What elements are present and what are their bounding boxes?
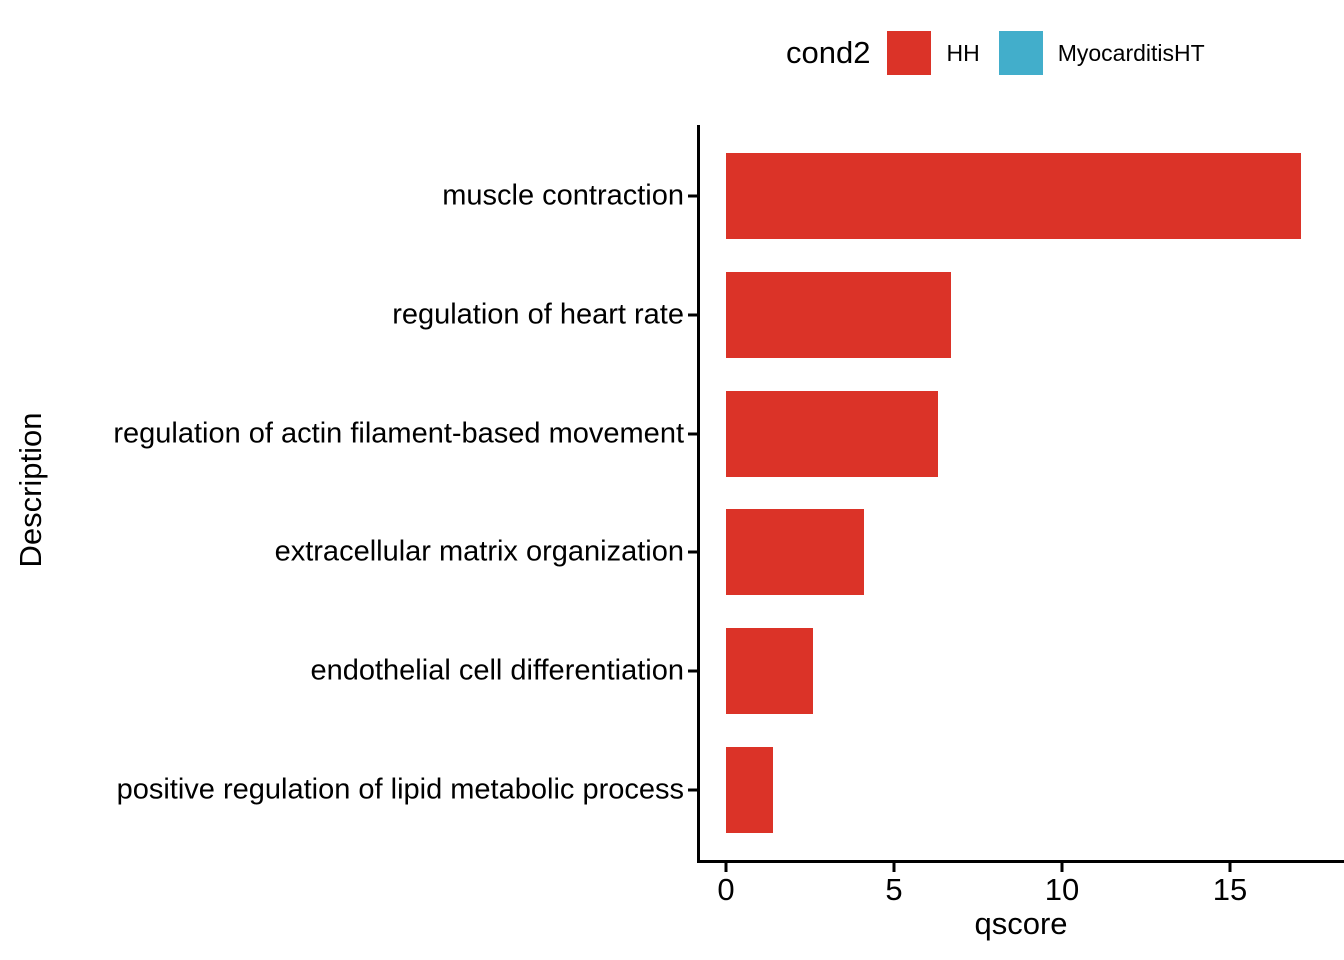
legend: cond2 HH MyocarditisHT — [786, 30, 1224, 76]
y-axis-label-1: muscle contraction — [442, 179, 684, 212]
y-axis-tick-6 — [688, 788, 698, 792]
legend-entry-myocarditisht: MyocarditisHT — [998, 31, 1205, 75]
x-axis-tick-label-10: 10 — [1044, 872, 1080, 907]
bar-2 — [726, 271, 951, 358]
y-axis-label-2: regulation of heart rate — [392, 298, 684, 331]
y-axis-tick-4 — [688, 550, 698, 554]
legend-title: cond2 — [786, 35, 871, 70]
bar-5 — [726, 628, 813, 715]
x-axis-tick-0 — [724, 861, 728, 872]
x-axis-tick-10 — [1060, 861, 1064, 872]
x-axis-title: qscore — [974, 906, 1068, 941]
y-axis-label-3: regulation of actin filament-based movem… — [113, 417, 684, 450]
y-axis-tick-3 — [688, 432, 698, 436]
y-axis-label-5: endothelial cell differentiation — [310, 654, 684, 687]
legend-entry-hh: HH — [887, 31, 980, 75]
legend-label-hh: HH — [946, 39, 980, 66]
legend-swatch-hh — [887, 31, 932, 75]
x-axis-tick-label-5: 5 — [885, 872, 903, 907]
y-axis-line — [697, 125, 700, 863]
y-axis-label-6: positive regulation of lipid metabolic p… — [116, 773, 684, 806]
x-axis-tick-15 — [1228, 861, 1232, 872]
y-axis-label-4: extracellular matrix organization — [274, 535, 684, 568]
y-axis-tick-1 — [688, 194, 698, 198]
x-axis-tick-label-15: 15 — [1212, 872, 1248, 907]
legend-swatch-myocarditisht — [998, 31, 1043, 75]
y-axis-title: Description — [13, 412, 48, 568]
y-axis-tick-2 — [688, 313, 698, 317]
bar-3 — [726, 390, 938, 477]
bar-4 — [726, 509, 864, 596]
bar-6 — [726, 747, 773, 833]
x-axis-tick-label-0: 0 — [717, 872, 735, 907]
bar-1 — [726, 153, 1301, 239]
y-axis-tick-5 — [688, 669, 698, 673]
x-axis-line — [697, 860, 1344, 863]
x-axis-tick-5 — [892, 861, 896, 872]
legend-label-myocarditisht: MyocarditisHT — [1057, 39, 1205, 66]
